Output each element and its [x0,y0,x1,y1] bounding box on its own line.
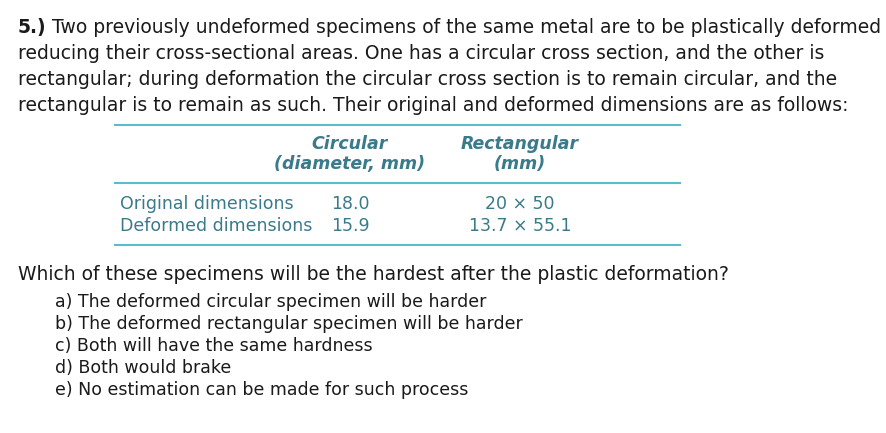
Text: Circular: Circular [312,135,388,153]
Text: Rectangular: Rectangular [461,135,579,153]
Text: rectangular; during deformation the circular cross section is to remain circular: rectangular; during deformation the circ… [18,70,837,89]
Text: d) Both would brake: d) Both would brake [55,359,231,377]
Text: Which of these specimens will be the hardest after the plastic deformation?: Which of these specimens will be the har… [18,265,729,284]
Text: 5.): 5.) [18,18,47,37]
Text: a) The deformed circular specimen will be harder: a) The deformed circular specimen will b… [55,293,486,311]
Text: Deformed dimensions: Deformed dimensions [120,217,313,235]
Text: 18.0: 18.0 [330,195,369,213]
Text: 20 × 50: 20 × 50 [486,195,555,213]
Text: b) The deformed rectangular specimen will be harder: b) The deformed rectangular specimen wil… [55,315,523,333]
Text: Original dimensions: Original dimensions [120,195,293,213]
Text: e) No estimation can be made for such process: e) No estimation can be made for such pr… [55,381,469,399]
Text: 13.7 × 55.1: 13.7 × 55.1 [469,217,571,235]
Text: (diameter, mm): (diameter, mm) [275,155,425,173]
Text: c) Both will have the same hardness: c) Both will have the same hardness [55,337,373,355]
Text: rectangular is to remain as such. Their original and deformed dimensions are as : rectangular is to remain as such. Their … [18,96,849,115]
Text: 15.9: 15.9 [330,217,369,235]
Text: Two previously undeformed specimens of the same metal are to be plastically defo: Two previously undeformed specimens of t… [52,18,886,37]
Text: (mm): (mm) [494,155,546,173]
Text: reducing their cross-sectional areas. One has a circular cross section, and the : reducing their cross-sectional areas. On… [18,44,824,63]
